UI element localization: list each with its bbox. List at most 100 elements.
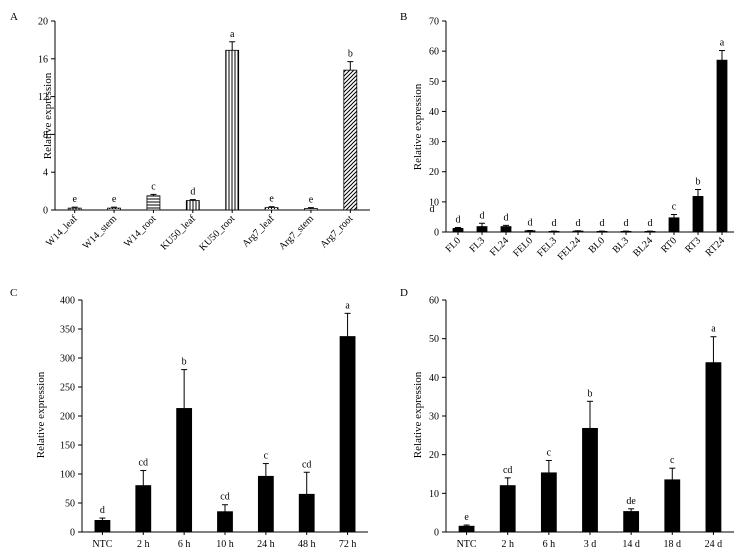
panel-d-sig-letter: c bbox=[547, 447, 552, 458]
panel-c-ytick-label: 0 bbox=[70, 528, 75, 539]
panel-b-xtick-label: RT0 bbox=[659, 235, 679, 255]
panel-a-sig-letter: e bbox=[269, 194, 274, 205]
panel-b-ytick-label: 20 bbox=[429, 167, 439, 178]
panel-d-xtick-label: 14 d bbox=[622, 539, 640, 550]
panel-b-ytick-label: 60 bbox=[429, 47, 439, 58]
panel-d-ytick-label: 20 bbox=[429, 450, 439, 461]
panel-c-ytick-label: 50 bbox=[65, 499, 75, 510]
panel-a-sig-letter: e bbox=[72, 194, 77, 205]
panel-b-sig-letter: d bbox=[648, 218, 653, 229]
panel-c-bar bbox=[339, 336, 356, 533]
panel-d-sig-letter: cd bbox=[503, 465, 512, 476]
panel-b-xtick-label: FEL24 bbox=[556, 235, 583, 262]
panel-b-sig-letter: d bbox=[576, 218, 581, 229]
panel-c-sig-letter: cd bbox=[302, 459, 311, 470]
panel-b-xtick-label: BL0 bbox=[587, 235, 607, 255]
panel-b-sig-letter: a bbox=[720, 38, 725, 49]
panel-a-ytick-label: 20 bbox=[38, 17, 48, 28]
panel-d-ylabel: Relative expression bbox=[412, 371, 424, 458]
panel-c-xtick-label: 24 h bbox=[257, 539, 275, 550]
panel-d-bar bbox=[664, 479, 681, 533]
panel-b-bar bbox=[716, 59, 728, 233]
panel-a-xtick-label: W14_root bbox=[122, 213, 159, 250]
panel-b-ytick-label: 10 bbox=[429, 197, 439, 208]
panel-b-sig-letter: d bbox=[624, 218, 629, 229]
panel-b-bar bbox=[668, 217, 680, 233]
panel-b-xtick-label: RT24 bbox=[704, 235, 727, 258]
panel-a-xtick-label: KU50_leaf bbox=[159, 213, 199, 253]
panel-d-bar bbox=[623, 511, 640, 533]
panel-d: D Relative expression 0 10 20 30 40 50 60 e NTC c… bbox=[400, 287, 734, 550]
panel-d-plot: 0 10 20 30 40 50 60 e NTC cd 2 h c 6 h b 3 d de 14 d c 18 … bbox=[429, 296, 734, 550]
panel-a-xtick-label: Arg7_leaf bbox=[240, 213, 277, 250]
panel-a-sig-letter: d bbox=[190, 187, 195, 198]
panel-b-xtick-label: FL24 bbox=[488, 235, 511, 258]
panel-b-xtick-label: RT3 bbox=[683, 235, 703, 255]
panel-d-xtick-label: 6 h bbox=[543, 539, 556, 550]
panel-a-bar bbox=[107, 207, 121, 211]
panel-d-xtick-label: 18 d bbox=[664, 539, 682, 550]
panel-d-xtick-label: 24 d bbox=[705, 539, 723, 550]
panel-a-sig-letter: a bbox=[230, 29, 235, 40]
panel-d-bar bbox=[582, 427, 598, 533]
panel-d-bar bbox=[540, 472, 557, 533]
panel-b-xtick-label: FL0 bbox=[444, 235, 464, 255]
panel-a-bar bbox=[225, 49, 240, 211]
panel-d-sig-letter: c bbox=[670, 455, 675, 466]
panel-b-bar bbox=[692, 196, 704, 233]
panel-a-bar bbox=[146, 195, 161, 211]
panel-b-bar bbox=[476, 226, 488, 233]
panel-a-bar bbox=[67, 207, 82, 211]
panel-d-bar bbox=[705, 362, 722, 533]
panel-c-label: C bbox=[10, 287, 17, 299]
panel-a-sig-letter: c bbox=[151, 181, 156, 192]
panel-c-ylabel: Relative expression bbox=[35, 371, 47, 458]
panel-b-plot: 010203040506070dFL0dFL3dFL24dFEL0dFEL3dF… bbox=[429, 17, 734, 263]
panel-b-sig-letter: c bbox=[672, 202, 677, 213]
panel-d-bar bbox=[499, 485, 516, 533]
panel-a-label: A bbox=[10, 11, 18, 23]
panel-b-ytick-label: 50 bbox=[429, 77, 439, 88]
panel-d-bar bbox=[458, 525, 475, 533]
panel-b-xtick-label: BL24 bbox=[631, 235, 655, 259]
panel-b-sig-letter: d bbox=[552, 218, 557, 229]
panel-b-yaxis-title: Relative expression bbox=[412, 83, 424, 170]
panel-c-xtick-label: 48 h bbox=[298, 539, 316, 550]
panel-d-yaxis-title: Relative expression bbox=[412, 371, 424, 458]
panel-c-xtick-label: 6 h bbox=[178, 539, 191, 550]
panel-a-xtick-label: W14_stem bbox=[81, 213, 120, 252]
panel-b-xtick-label: BL3 bbox=[611, 235, 631, 255]
panel-d-sig-letter: b bbox=[588, 388, 593, 399]
panel-d-ytick-label: 0 bbox=[434, 528, 439, 539]
panel-c-ytick-label: 150 bbox=[60, 441, 75, 452]
panel-a-ytick-label: 4 bbox=[43, 168, 48, 179]
panel-c-sig-letter: a bbox=[345, 300, 350, 311]
panel-c-bar bbox=[135, 485, 152, 533]
panel-c-xtick-label: 72 h bbox=[339, 539, 357, 550]
panel-b-bar bbox=[452, 227, 464, 233]
panel-a-ytick-label: 0 bbox=[43, 206, 48, 217]
panel-a-xtick-label: Arg7_root bbox=[318, 213, 355, 250]
panel-d-ytick-label: 10 bbox=[429, 489, 439, 500]
panel-c-xtick-label: 2 h bbox=[137, 539, 150, 550]
panel-c-sig-letter: cd bbox=[220, 492, 229, 503]
panel-b-sig-letter: d bbox=[528, 217, 533, 228]
panel-c-xtick-label: NTC bbox=[92, 539, 112, 550]
panel-c-ytick-label: 250 bbox=[60, 383, 75, 394]
panel-a: A Relative expression 0 4 8 12 16 20 e W14_leaf… bbox=[10, 11, 370, 253]
panel-b-extra-letter: d bbox=[430, 204, 435, 215]
panel-b-sig-letter: d bbox=[456, 214, 461, 225]
panel-d-label: D bbox=[400, 287, 408, 299]
panel-a-xtick-label: Arg7_stem bbox=[277, 213, 316, 252]
panel-b-xtick-label: FEL0 bbox=[511, 235, 535, 259]
panel-a-ylabel: Relative expression bbox=[42, 72, 54, 159]
panel-c-bar bbox=[217, 511, 233, 533]
panel-c-sig-letter: c bbox=[264, 451, 269, 462]
panel-b-ytick-label: 30 bbox=[429, 137, 439, 148]
panel-c-ytick-label: 100 bbox=[60, 470, 75, 481]
panel-b-ytick-label: 0 bbox=[434, 228, 439, 239]
panel-a-sig-letter: b bbox=[348, 49, 353, 60]
panel-a-xtick-label: KU50_root bbox=[197, 213, 237, 253]
panel-b-sig-letter: d bbox=[480, 210, 485, 221]
